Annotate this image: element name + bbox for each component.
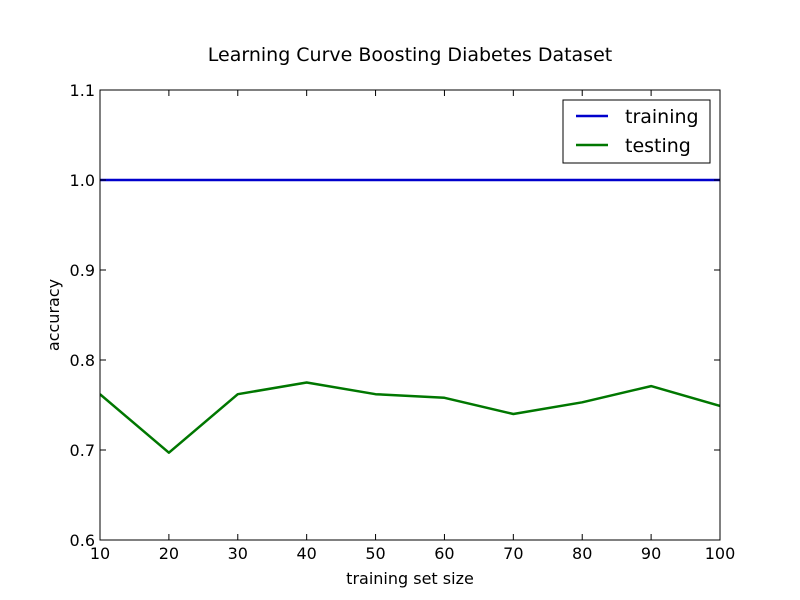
chart-title: Learning Curve Boosting Diabetes Dataset — [208, 44, 612, 66]
legend-label-testing: testing — [625, 135, 691, 157]
x-tick-label: 70 — [503, 544, 523, 563]
series-group — [100, 178, 720, 454]
x-tick-label: 30 — [228, 544, 248, 563]
x-tick-label: 20 — [159, 544, 179, 563]
legend-box — [562, 99, 711, 164]
legend-label-training: training — [625, 106, 699, 128]
x-axis-title: training set size — [346, 569, 474, 588]
x-tick-label: 100 — [705, 544, 736, 563]
plot-area: 10 20 30 40 50 60 70 80 90 100 0.6 0.7 0.8 0.9 1.0 1.1 — [70, 81, 736, 563]
x-tick-label: 60 — [434, 544, 454, 563]
x-tick-label: 90 — [641, 544, 661, 563]
axes-frame — [99, 89, 721, 541]
x-tick-label: 10 — [90, 544, 110, 563]
y-tick-label: 1.1 — [70, 81, 95, 100]
y-tick-label: 0.7 — [70, 441, 95, 460]
y-tick-label: 1.0 — [70, 171, 95, 190]
x-tick-label: 40 — [296, 544, 316, 563]
series-line-testing — [100, 381, 720, 454]
y-tick-label: 0.8 — [70, 351, 95, 370]
x-tick-label: 80 — [572, 544, 592, 563]
x-tick-label: 50 — [365, 544, 385, 563]
y-tick-label: 0.9 — [70, 261, 95, 280]
legend: training testing — [562, 99, 711, 164]
y-tick-label: 0.6 — [70, 531, 95, 550]
y-axis-title: accuracy — [44, 279, 63, 351]
